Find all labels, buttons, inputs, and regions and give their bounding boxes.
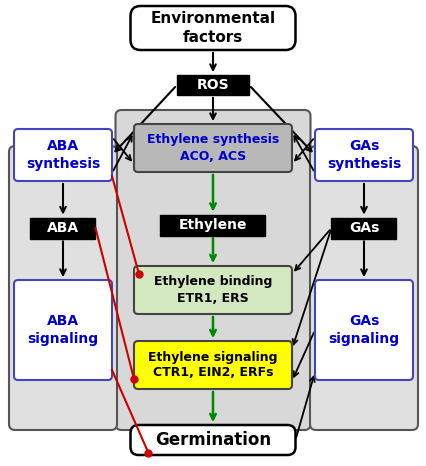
Text: ABA: ABA: [47, 221, 79, 235]
FancyBboxPatch shape: [134, 266, 291, 314]
Text: ROS: ROS: [196, 78, 229, 92]
FancyBboxPatch shape: [14, 129, 112, 181]
Bar: [160, 214, 265, 235]
FancyBboxPatch shape: [134, 124, 291, 172]
Text: Ethylene: Ethylene: [178, 218, 247, 232]
Bar: [30, 218, 95, 239]
FancyBboxPatch shape: [14, 280, 112, 380]
FancyBboxPatch shape: [130, 425, 295, 455]
Text: GAs: GAs: [348, 221, 378, 235]
Bar: [177, 75, 248, 95]
Text: ABA
signaling: ABA signaling: [27, 315, 98, 346]
FancyBboxPatch shape: [314, 129, 412, 181]
Text: Environmental
factors: Environmental factors: [150, 11, 275, 45]
Text: Ethylene binding
ETR1, ERS: Ethylene binding ETR1, ERS: [153, 275, 271, 304]
Text: Ethylene signaling
CTR1, EIN2, ERFs: Ethylene signaling CTR1, EIN2, ERFs: [148, 350, 277, 379]
Text: Ethylene synthesis
ACO, ACS: Ethylene synthesis ACO, ACS: [147, 133, 279, 163]
FancyBboxPatch shape: [134, 341, 291, 389]
FancyBboxPatch shape: [309, 146, 417, 430]
Text: ABA
synthesis: ABA synthesis: [26, 139, 100, 171]
FancyBboxPatch shape: [115, 110, 310, 430]
FancyBboxPatch shape: [130, 6, 295, 50]
FancyBboxPatch shape: [9, 146, 117, 430]
Text: Germination: Germination: [155, 431, 271, 449]
Text: GAs
signaling: GAs signaling: [328, 315, 399, 346]
Bar: [331, 218, 396, 239]
FancyBboxPatch shape: [314, 280, 412, 380]
Text: GAs
synthesis: GAs synthesis: [326, 139, 400, 171]
